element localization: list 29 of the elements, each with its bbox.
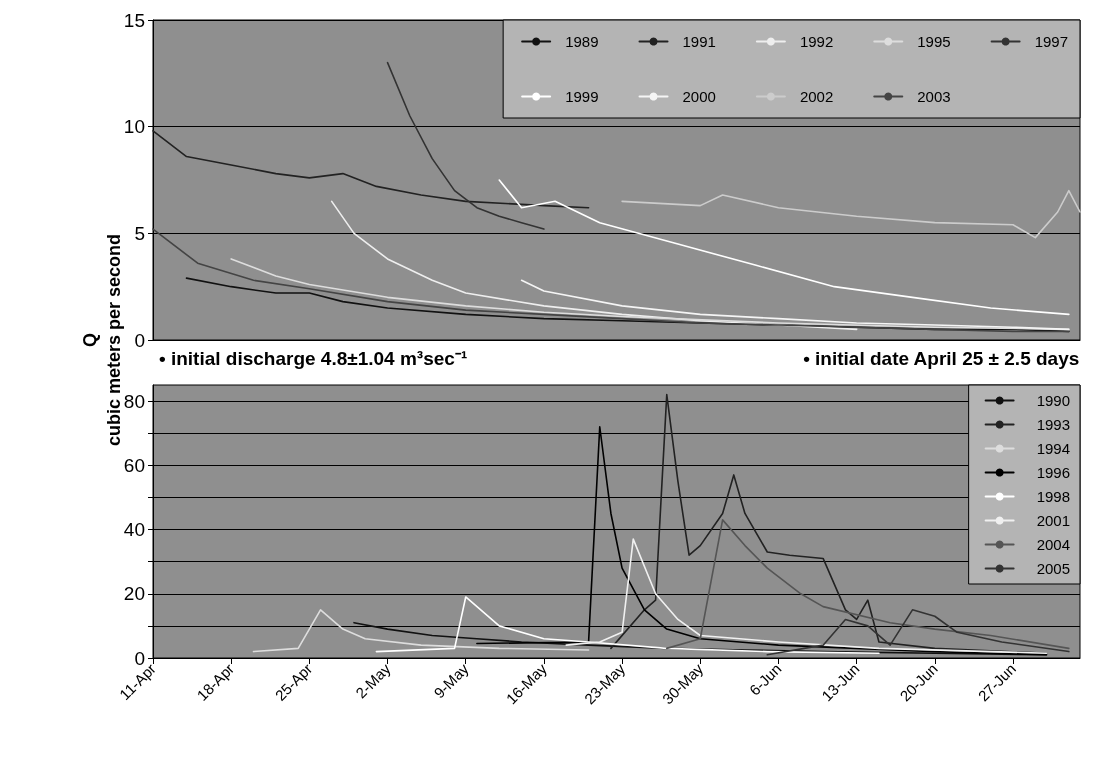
- legend-label: 1992: [799, 33, 834, 50]
- legend-label: 2005: [1036, 560, 1071, 577]
- legend-label: 2003: [917, 88, 951, 105]
- y-tick-label: 0: [134, 329, 145, 351]
- y-tick-label: 5: [134, 222, 145, 244]
- legend-label: 2001: [1036, 512, 1071, 529]
- y-tick-label: 80: [123, 390, 145, 412]
- y-tick-label: 40: [123, 519, 145, 541]
- y-tick-label: 20: [123, 583, 145, 605]
- y-tick-label: 60: [123, 454, 145, 476]
- legend-label: 1997: [1034, 33, 1069, 50]
- y-tick-label: 0: [134, 647, 145, 669]
- legend-label: 2000: [682, 88, 716, 105]
- y-axis-title: Q cubic meters per second: [80, 233, 124, 447]
- legend-label: 1991: [682, 33, 716, 50]
- legend-label: 1994: [1036, 440, 1071, 457]
- y-tick-label: 15: [123, 9, 145, 31]
- legend-label: 1995: [917, 33, 951, 50]
- legend-label: 2002: [799, 88, 834, 105]
- legend-label: 1996: [1036, 464, 1071, 481]
- legend-label: 1990: [1036, 392, 1071, 409]
- text: • initial date April 25 ± 2.5 days: [803, 348, 1080, 369]
- legend-label: 1989: [565, 33, 599, 50]
- legend-label: 1993: [1036, 416, 1071, 433]
- legend-label: 1998: [1036, 488, 1071, 505]
- legend-label: 1999: [565, 88, 599, 105]
- legend-label: 2004: [1036, 536, 1071, 553]
- text: • initial discharge 4.8±1.04 m³sec⁻¹: [159, 348, 468, 369]
- y-tick-label: 10: [123, 116, 145, 138]
